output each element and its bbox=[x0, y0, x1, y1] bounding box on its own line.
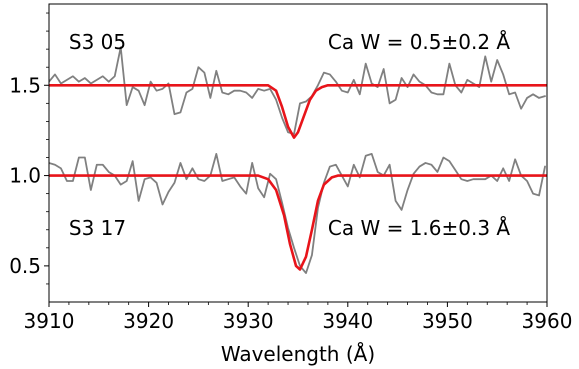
x-tick-label: 3920 bbox=[123, 309, 174, 333]
fit-line-1 bbox=[49, 83, 547, 139]
spectrum-line-0 bbox=[49, 46, 546, 135]
spectrum-line-2 bbox=[49, 152, 546, 275]
series-layer bbox=[49, 46, 547, 275]
x-tick-label: 3910 bbox=[24, 309, 75, 333]
x-tick-label: 3950 bbox=[422, 309, 473, 333]
annotation-3: Ca W = 1.6±0.3 Å bbox=[328, 216, 511, 240]
plot-frame bbox=[48, 3, 548, 303]
y-tick-label: 1.0 bbox=[9, 164, 41, 188]
fit-line-3 bbox=[49, 174, 547, 271]
annotation-2: S3 17 bbox=[69, 216, 126, 240]
x-tick-label: 3960 bbox=[522, 309, 573, 333]
x-tick-label: 3930 bbox=[223, 309, 274, 333]
annotation-layer: S3 05 Ca W = 0.5±0.2 Å S3 17 Ca W = 1.6±0.3… bbox=[69, 30, 511, 240]
annotation-0: S3 05 bbox=[69, 30, 126, 54]
y-tick-label: 0.5 bbox=[9, 254, 41, 278]
y-tick-label: 1.5 bbox=[9, 73, 41, 97]
x-tick-label: 3940 bbox=[322, 309, 373, 333]
x-axis-label: Wavelength (Å) bbox=[221, 342, 375, 366]
tick-layer: 3910 3920 3930 3940 3950 3960 0.5 1.0 1.5 bbox=[9, 12, 573, 333]
annotation-1: Ca W = 0.5±0.2 Å bbox=[328, 30, 511, 54]
